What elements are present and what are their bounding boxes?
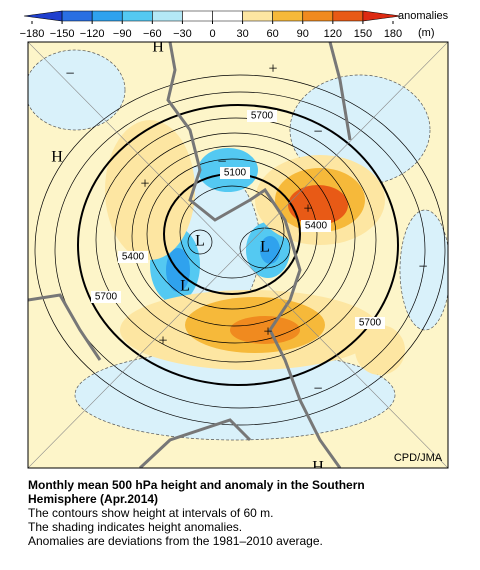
colorbar-tick-label: −60 [143,28,162,40]
low-marker: L [180,278,190,295]
colorbar-tick-label: −120 [80,28,105,40]
low-marker: L [260,239,270,256]
map-frame [27,41,449,469]
colorbar-tick-label: −30 [173,28,192,40]
contour-labels: 5700 5100 5400 5400 5700 5700 [91,110,385,329]
colorbar-tick-label: −150 [50,28,75,40]
colorbar-bin [152,10,183,22]
contour-label: 5700 [251,111,274,122]
plus-marker: + [263,324,272,341]
colorbar-tick-label: 180 [384,28,402,40]
colorbar-bin [362,10,402,22]
map-markers: H H H L L L + + + + + − − − − − [51,39,427,476]
contour-label: 5400 [122,252,145,263]
graticule [28,42,448,468]
colorbar-tick-label: 120 [324,28,342,40]
contour-label: 5100 [224,168,247,179]
contour-label: 5400 [305,221,328,232]
colorbar-tick-label: 30 [236,28,248,40]
colorbar-bin [121,10,153,22]
minus-marker: − [217,154,226,171]
colorbar-bin [182,10,213,22]
colorbar-tick-label: 0 [209,28,215,40]
high-marker: H [51,149,63,166]
coastlines [28,42,352,468]
colorbar-tick-label: 60 [267,28,279,40]
colorbar-bin [302,10,334,22]
caption-line: The shading indicates height anomalies. [28,520,243,534]
caption: Monthly mean 500 hPa height and anomaly … [28,478,428,548]
plus-marker: + [158,333,167,350]
colorbar-tick-label: 150 [354,28,372,40]
high-marker: H [312,459,324,476]
credit: CPD/JMA [394,452,443,464]
contour-label: 5700 [95,292,118,303]
colorbar-bin [61,10,93,22]
colorbar-bin [23,10,63,22]
high-marker: H [152,39,164,56]
colorbar-tick-label: −180 [20,28,45,40]
minus-marker: − [418,259,427,276]
minus-marker: − [65,66,74,83]
contour-label: 5700 [359,318,382,329]
colorbar-bin [242,10,273,22]
colorbar-tick-label: −90 [113,28,132,40]
map-figure: −180 −150 −120 −90 −60 −30 0 30 60 90 120 150 180 an… [20,10,449,476]
colorbar-bin [332,10,364,22]
colorbar-bin [91,10,123,22]
colorbar-bin [212,10,243,22]
colorbar: −180 −150 −120 −90 −60 −30 0 30 60 90 120 150 180 [20,10,402,40]
map: H H H L L L + + + + + − − − − − 5700 510… [28,39,448,476]
colorbar-unit: (m) [418,27,435,39]
caption-title: Monthly mean 500 hPa height and anomaly … [28,478,365,506]
colorbar-title: anomalies [398,10,449,22]
plus-marker: + [140,176,149,193]
plus-marker: + [303,201,312,218]
low-marker: L [195,233,205,250]
caption-line: The contours show height at intervals of… [28,506,274,520]
colorbar-bin [272,10,304,22]
colorbar-tick-label: 90 [297,28,309,40]
minus-marker: − [313,124,322,141]
plus-marker: + [268,61,277,78]
minus-marker: − [313,381,322,398]
caption-line: Anomalies are deviations from the 1981–2… [28,534,323,548]
